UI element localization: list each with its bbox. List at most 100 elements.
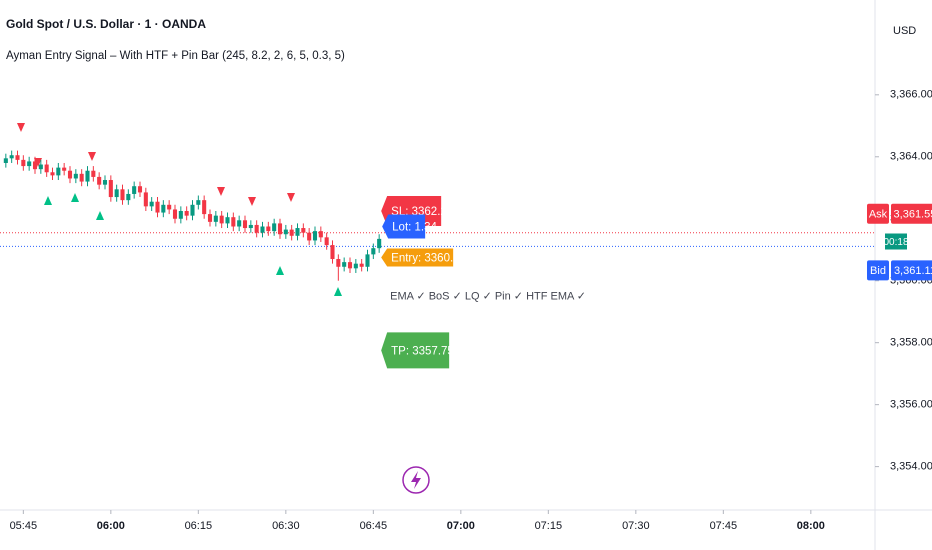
x-tick-label: 07:15 — [535, 520, 563, 532]
price-tag-name: Ask — [869, 209, 888, 221]
x-tick-label: 08:00 — [797, 520, 825, 532]
candle-body — [3, 158, 8, 163]
countdown-tag — [885, 233, 907, 250]
candle-body — [50, 172, 55, 176]
candle-body — [126, 193, 131, 201]
candle-body — [155, 201, 160, 213]
price-tag — [867, 203, 889, 224]
candle-body — [38, 164, 43, 170]
candle-body — [27, 161, 32, 167]
candle-body — [219, 215, 224, 224]
symbol-title[interactable]: Gold Spot / U.S. Dollar · 1 · OANDA — [6, 17, 206, 31]
candle-body — [307, 232, 312, 241]
candle-body — [342, 262, 347, 267]
candle-body — [213, 215, 218, 222]
x-tick-label: 05:45 — [10, 520, 38, 532]
candle-body — [108, 180, 113, 198]
candle-body — [248, 224, 253, 229]
buy-signal — [334, 287, 342, 296]
candle-body — [242, 220, 248, 229]
candle-body — [371, 248, 376, 255]
candle-body — [330, 245, 335, 260]
candle-body — [359, 263, 364, 267]
x-tick-label: 07:45 — [710, 520, 738, 532]
conditions-text: EMA ✓ BoS ✓ LQ ✓ Pin ✓ HTF EMA ✓ — [390, 290, 586, 302]
candle-body — [184, 211, 189, 216]
candle-body — [85, 170, 90, 182]
sell-signal — [248, 197, 256, 206]
candle-body — [56, 167, 61, 176]
price-tag — [891, 260, 932, 281]
candle-body — [277, 223, 283, 235]
candle-body — [79, 173, 84, 182]
buy-signal — [96, 211, 104, 220]
annotation-label: Entry: 3360.750 — [391, 253, 472, 265]
annotation-label: TP: 3357.750 — [391, 345, 460, 357]
candle-body — [289, 229, 294, 236]
candle-body — [266, 226, 271, 232]
candle-body — [260, 226, 265, 233]
y-tick-label: 3,356.000 — [890, 399, 932, 411]
x-tick-label: 06:00 — [97, 520, 125, 532]
buy-signal — [276, 266, 284, 275]
logo — [402, 466, 430, 494]
buy-signal — [71, 193, 79, 202]
y-tick-label: 3,364.000 — [890, 151, 932, 163]
candle-body — [161, 204, 166, 213]
candle-body — [15, 155, 20, 160]
candle-body — [9, 155, 14, 159]
countdown: 00:18 — [883, 237, 908, 248]
candle-body — [283, 229, 288, 235]
candle-body — [365, 254, 370, 267]
y-tick-label: 3,366.000 — [890, 89, 932, 101]
x-tick-label: 06:15 — [185, 520, 213, 532]
candle-body — [149, 201, 154, 207]
logo-bolt — [411, 471, 421, 489]
candle-body — [318, 231, 323, 238]
candle-body — [97, 176, 102, 185]
price-tag-value: 3,361.110 — [894, 265, 932, 277]
y-tick-label: 3,354.000 — [890, 461, 932, 473]
logo-circle — [402, 466, 430, 494]
sell-signal — [34, 158, 42, 167]
x-tick-label: 07:00 — [447, 520, 475, 532]
candle-body — [207, 214, 213, 222]
candle-body — [167, 204, 172, 210]
candle-body — [62, 167, 67, 171]
annotation-label-box — [381, 332, 450, 369]
candle-body — [67, 170, 73, 179]
candle-body — [91, 170, 96, 177]
indicator-title[interactable]: Ayman Entry Signal – With HTF + Pin Bar … — [6, 50, 345, 62]
signals — [17, 123, 342, 296]
annotation-label-box — [381, 248, 454, 267]
candle-body — [137, 186, 143, 193]
x-tick-label: 06:30 — [272, 520, 300, 532]
x-tick-label: 06:45 — [360, 520, 388, 532]
y-tick-label: 3,358.000 — [890, 337, 932, 349]
x-tick-label: 07:30 — [622, 520, 650, 532]
candle-body — [190, 204, 195, 216]
candle-body — [295, 228, 300, 236]
currency[interactable]: USD — [893, 25, 916, 37]
price-tag-name: Bid — [870, 265, 886, 277]
sell-signal — [17, 123, 25, 132]
sell-signal — [217, 187, 225, 196]
candle-body — [114, 189, 119, 198]
candle-body — [324, 237, 329, 246]
price-tag — [867, 260, 889, 281]
lot-label: Lot: 1.34 — [392, 222, 437, 234]
candle-body — [377, 238, 382, 249]
candle-body — [21, 159, 26, 167]
lot-label-box — [382, 214, 426, 239]
price-tag — [891, 203, 932, 224]
candle-body — [231, 217, 236, 227]
candle-body — [202, 200, 207, 215]
candle-body — [102, 180, 108, 185]
candle-body — [347, 262, 353, 269]
price-tag-value: 3,361.550 — [894, 209, 932, 221]
candle-body — [237, 220, 242, 227]
candle-body — [172, 209, 178, 219]
buy-signal — [44, 196, 52, 205]
